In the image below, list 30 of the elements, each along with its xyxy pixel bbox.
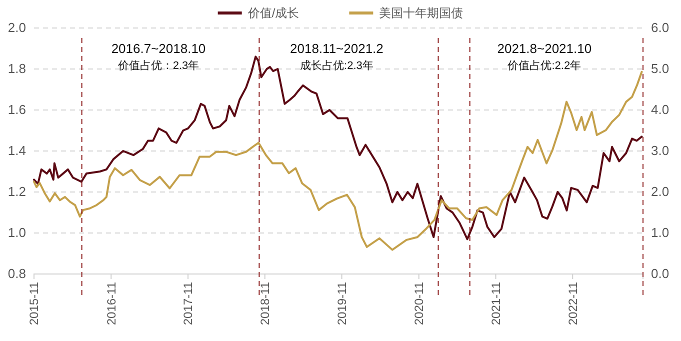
annotation: 2016.7~2018.10 bbox=[111, 41, 206, 56]
y2-tick-label: 0.0 bbox=[651, 266, 670, 282]
x-tick-label: 2022-11 bbox=[566, 282, 580, 326]
y-tick-label: 0.8 bbox=[8, 266, 26, 282]
legend-label: 美国十年期国债 bbox=[379, 6, 464, 20]
x-tick-label: 2015-11 bbox=[27, 282, 42, 326]
x-tick-label: 2016-11 bbox=[104, 282, 118, 326]
annotation: 2021.8~2021.10 bbox=[497, 41, 592, 56]
y-tick-label: 2.0 bbox=[8, 20, 26, 36]
y2-tick-label: 5.0 bbox=[651, 61, 670, 76]
y2-tick-label: 6.0 bbox=[651, 20, 670, 36]
x-tick-label: 2017-11 bbox=[181, 282, 196, 326]
y-tick-label: 1.0 bbox=[8, 225, 26, 240]
x-tick-label: 2021-11 bbox=[488, 282, 503, 326]
y-tick-label: 1.6 bbox=[8, 102, 26, 118]
annotation: 价值占优:2.2年 bbox=[506, 59, 582, 72]
y2-tick-label: 3.0 bbox=[651, 143, 670, 158]
y-tick-label: 1.4 bbox=[8, 143, 26, 158]
y2-tick-label: 1.0 bbox=[651, 225, 670, 240]
x-tick-label: 2019-11 bbox=[334, 282, 349, 326]
annotation: 2018.11~2021.2 bbox=[290, 41, 384, 56]
y2-tick-label: 4.0 bbox=[651, 102, 670, 118]
annotation: 价值占优：2.3年 bbox=[116, 59, 200, 72]
x-tick-label: 2018-11 bbox=[258, 282, 272, 326]
y2-tick-label: 2.0 bbox=[651, 184, 670, 200]
annotation: 成长占优:2.3年 bbox=[300, 59, 374, 72]
legend-label: 价值/成长 bbox=[246, 6, 300, 20]
y-tick-label: 1.2 bbox=[8, 184, 26, 200]
y-tick-label: 1.8 bbox=[8, 61, 26, 76]
x-tick-label: 2020-11 bbox=[412, 282, 426, 326]
